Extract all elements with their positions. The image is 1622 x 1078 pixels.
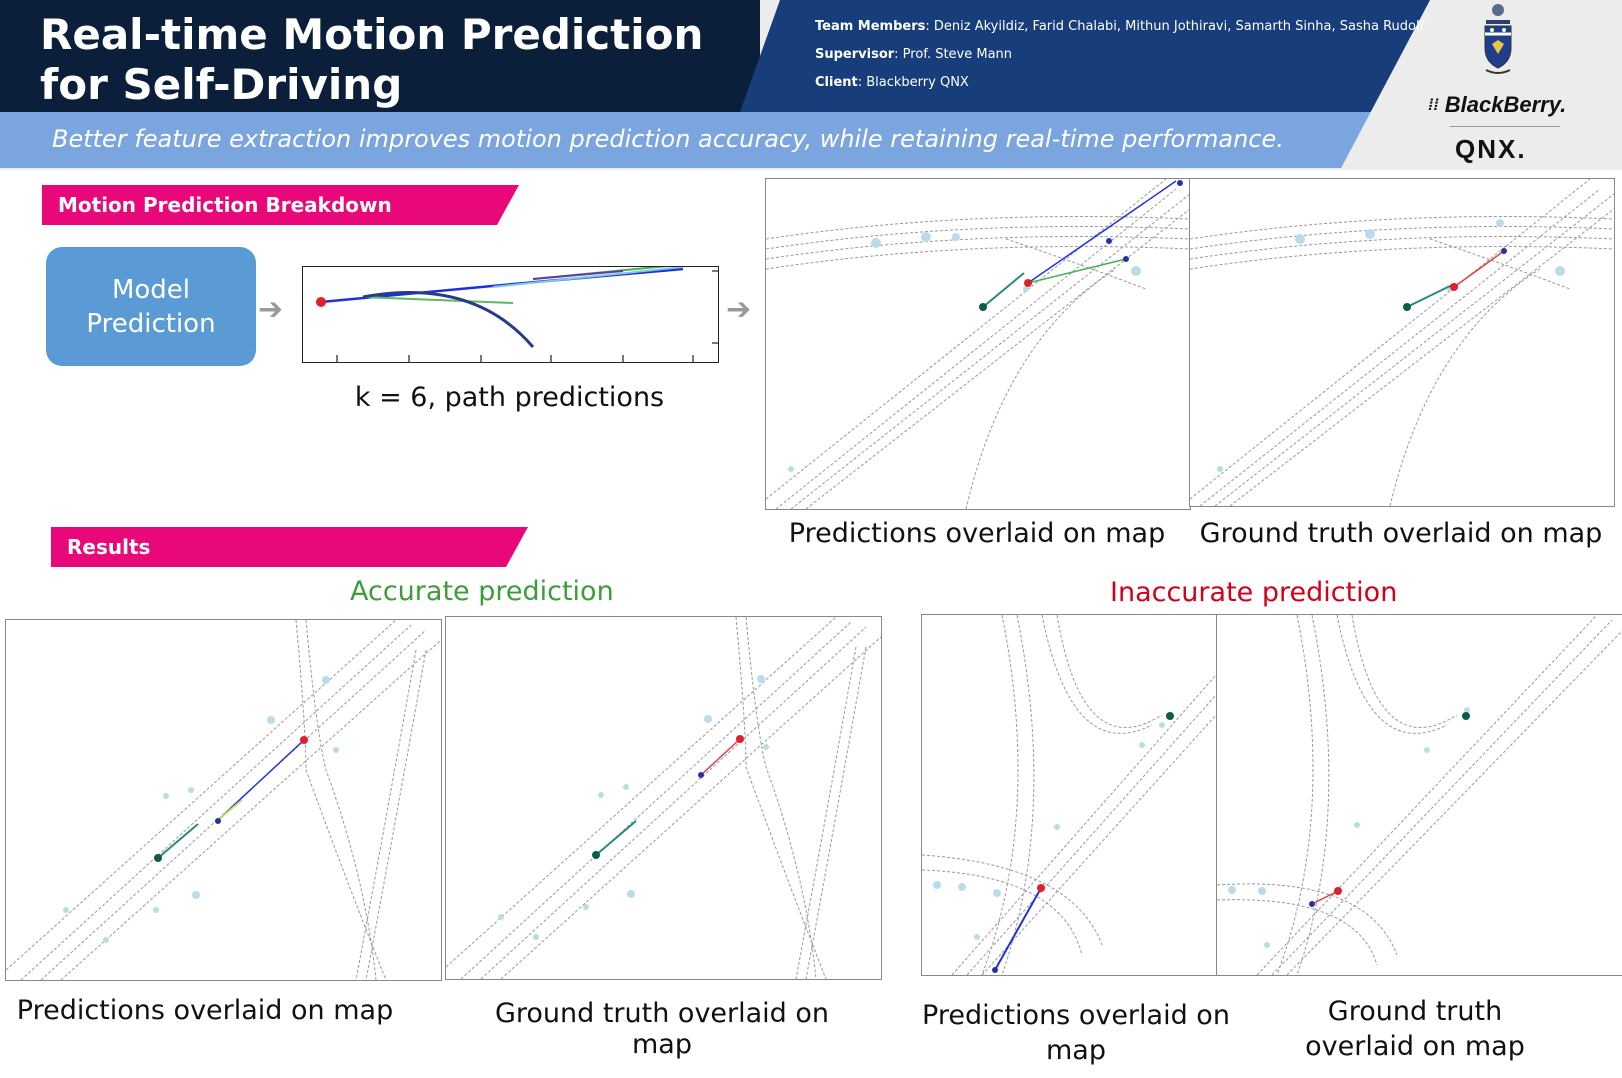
inaccurate-prediction-caption: Predictions overlaid on map — [922, 1000, 1230, 1066]
team-members-value: : Deniz Akyildiz, Farid Chalabi, Mithun … — [925, 19, 1425, 34]
prediction-end-dot — [1123, 256, 1129, 262]
blackberry-logo-text: BlackBerry. — [1444, 92, 1567, 117]
team-members: Team Members: Deniz Akyildiz, Farid Chal… — [815, 19, 1424, 34]
client-label: Client — [815, 75, 858, 90]
model-prediction-label: Model Prediction — [86, 274, 216, 339]
history-start-dot — [979, 303, 987, 311]
team-members-label: Team Members — [815, 19, 926, 34]
qnx-logo: QNX. — [1455, 134, 1527, 164]
breakdown-prediction-caption: Predictions overlaid on map — [788, 518, 1166, 549]
results-banner: Results — [51, 527, 528, 567]
tagline: Better feature extraction improves motio… — [52, 125, 1284, 153]
agent-current-dot — [1024, 279, 1032, 287]
agent-current-dot — [1037, 884, 1045, 892]
history-track — [157, 823, 199, 859]
accurate-groundtruth-caption: Ground truth overlaid on map — [494, 998, 830, 1060]
predicted-path-cyan — [492, 266, 684, 288]
prediction-end-dot — [1177, 180, 1183, 186]
history-track — [1406, 284, 1453, 308]
path-prediction-plot — [302, 262, 719, 363]
breakdown-prediction-map — [765, 178, 1191, 510]
breakdown-banner: Motion Prediction Breakdown — [42, 185, 519, 225]
inaccurate-prediction-map — [921, 614, 1217, 976]
prediction-track-yellow — [217, 799, 243, 821]
logo-divider — [1450, 126, 1560, 127]
agent-current-dot — [300, 736, 308, 744]
title-panel — [0, 0, 760, 112]
poster-title: Real-time Motion Prediction for Self-Dri… — [40, 10, 704, 109]
accurate-prediction-caption: Predictions overlaid on map — [16, 995, 394, 1026]
supervisor-label: Supervisor — [815, 47, 895, 62]
predicted-path-lightgreen — [362, 296, 514, 304]
arrow-right-icon: ➔ — [258, 292, 284, 327]
prediction-track — [217, 739, 305, 821]
prediction-track — [994, 887, 1042, 971]
groundtruth-track — [1453, 250, 1505, 288]
prediction-end-dot — [992, 967, 998, 973]
history-start-dot — [154, 854, 162, 862]
prediction-end-dot — [215, 818, 221, 824]
predicted-path-navy — [362, 291, 535, 348]
supervisor-value: : Prof. Steve Mann — [894, 47, 1013, 62]
prediction-blue-track — [1027, 180, 1177, 284]
inaccurate-groundtruth-caption: Ground truth overlaid on map — [1305, 996, 1525, 1062]
history-start-dot — [1403, 303, 1411, 311]
inaccurate-prediction-label: Inaccurate prediction — [1110, 577, 1398, 608]
history-start-dot — [1166, 712, 1174, 720]
groundtruth-end-dot — [1309, 901, 1315, 907]
groundtruth-end-dot — [1501, 248, 1507, 254]
model-prediction-box: Model Prediction — [46, 247, 256, 366]
accurate-prediction-label: Accurate prediction — [350, 576, 614, 607]
groundtruth-track — [700, 738, 741, 776]
groundtruth-track — [1311, 890, 1339, 905]
agent-current-dot — [1334, 887, 1342, 895]
predicted-path-purple — [532, 270, 624, 280]
university-crest-icon — [1484, 4, 1512, 74]
history-track — [982, 272, 1025, 308]
inaccurate-groundtruth-map — [1216, 614, 1622, 976]
blackberry-mark-icon: ⁞⁞ — [1428, 97, 1439, 115]
groundtruth-end-dot — [698, 772, 704, 778]
history-start-dot — [1462, 712, 1470, 720]
accurate-groundtruth-map — [445, 616, 882, 980]
accurate-prediction-map — [5, 619, 442, 981]
history-start-dot — [592, 851, 600, 859]
agent-current-dot — [1450, 283, 1458, 291]
breakdown-groundtruth-caption: Ground truth overlaid on map — [1199, 518, 1603, 549]
blackberry-logo: ⁞⁞ BlackBerry. — [1428, 92, 1566, 118]
prediction-end-dot — [1106, 238, 1112, 244]
agent-position-dot — [316, 297, 326, 307]
breakdown-groundtruth-map — [1189, 178, 1615, 507]
plot-caption: k = 6, path predictions — [354, 382, 665, 413]
agent-current-dot — [736, 735, 744, 743]
arrow-right-icon: ➔ — [726, 292, 752, 327]
client: Client: Blackberry QNX — [815, 75, 969, 90]
history-track — [595, 820, 637, 856]
supervisor: Supervisor: Prof. Steve Mann — [815, 47, 1012, 62]
prediction-green-track — [1027, 258, 1127, 284]
team-panel — [740, 0, 1440, 112]
client-value: : Blackberry QNX — [857, 75, 969, 90]
